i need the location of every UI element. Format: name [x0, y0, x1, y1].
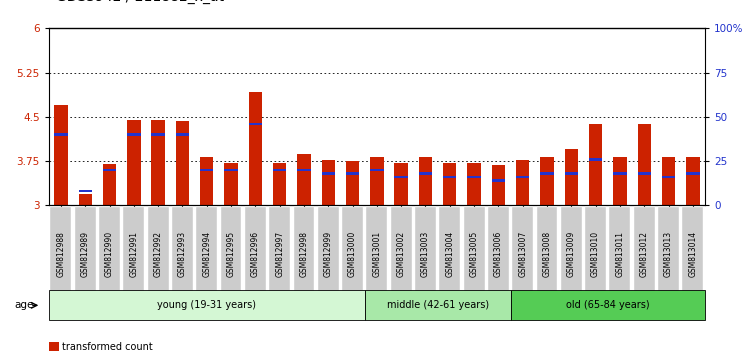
Bar [322, 160, 335, 205]
Bar [103, 169, 116, 171]
Text: GSM812998: GSM812998 [299, 231, 308, 277]
Bar [419, 157, 432, 205]
Bar [152, 133, 165, 136]
Bar [224, 169, 238, 171]
Text: GSM812988: GSM812988 [56, 231, 65, 277]
Bar [614, 157, 626, 205]
Text: GSM813003: GSM813003 [421, 231, 430, 277]
Bar [686, 172, 700, 175]
Bar [589, 158, 602, 161]
Bar [128, 133, 140, 136]
Text: GSM812999: GSM812999 [324, 231, 333, 277]
Bar [297, 154, 310, 205]
Text: young (19-31 years): young (19-31 years) [158, 300, 256, 310]
Bar [540, 172, 554, 175]
Bar [370, 169, 383, 171]
Bar [638, 124, 651, 205]
Bar [419, 172, 432, 175]
Bar [565, 172, 578, 175]
Text: GSM813005: GSM813005 [470, 231, 478, 277]
Bar [394, 163, 408, 205]
Text: GSM812997: GSM812997 [275, 231, 284, 277]
Text: GSM813008: GSM813008 [542, 231, 551, 277]
Bar [565, 149, 578, 205]
Bar [443, 163, 457, 205]
Bar [200, 157, 214, 205]
Bar [638, 172, 651, 175]
Bar [467, 176, 481, 178]
Bar [249, 122, 262, 125]
Text: GSM813012: GSM813012 [640, 231, 649, 277]
Text: GSM813013: GSM813013 [664, 231, 673, 277]
Bar [589, 124, 602, 205]
Text: GSM813007: GSM813007 [518, 231, 527, 277]
Text: GSM813006: GSM813006 [494, 231, 503, 277]
Bar [176, 133, 189, 136]
Text: GSM812991: GSM812991 [129, 231, 138, 277]
Bar [492, 179, 505, 182]
Bar [200, 169, 214, 171]
Bar [249, 92, 262, 205]
Bar [492, 165, 505, 205]
Bar [516, 160, 530, 205]
Bar [686, 157, 700, 205]
Bar [297, 169, 310, 171]
Bar [273, 163, 286, 205]
Text: middle (42-61 years): middle (42-61 years) [386, 300, 489, 310]
Bar [152, 120, 165, 205]
Text: GSM812996: GSM812996 [251, 231, 260, 277]
Text: GSM813011: GSM813011 [616, 231, 625, 277]
Text: GSM812994: GSM812994 [202, 231, 211, 277]
Text: old (65-84 years): old (65-84 years) [566, 300, 650, 310]
Bar [54, 133, 68, 136]
Bar [176, 121, 189, 205]
Text: GSM813009: GSM813009 [567, 231, 576, 277]
Bar [614, 172, 626, 175]
Text: GSM813004: GSM813004 [446, 231, 454, 277]
Text: GSM813014: GSM813014 [688, 231, 698, 277]
Text: GSM813001: GSM813001 [372, 231, 381, 277]
Text: GSM812995: GSM812995 [226, 231, 236, 277]
Bar [370, 157, 383, 205]
Bar [79, 194, 92, 205]
Text: GSM813010: GSM813010 [591, 231, 600, 277]
Text: GSM813000: GSM813000 [348, 231, 357, 277]
Text: transformed count: transformed count [62, 342, 153, 352]
Bar [54, 105, 68, 205]
Bar [662, 176, 675, 178]
Bar [128, 120, 140, 205]
Bar [346, 172, 359, 175]
Bar [273, 169, 286, 171]
Text: GSM813002: GSM813002 [397, 231, 406, 277]
Text: GDS3942 / 211882_x_at: GDS3942 / 211882_x_at [56, 0, 224, 4]
Bar [443, 176, 457, 178]
Bar [662, 157, 675, 205]
Bar [79, 190, 92, 193]
Text: age: age [14, 300, 34, 310]
Bar [346, 161, 359, 205]
Bar [540, 157, 554, 205]
Text: GSM812993: GSM812993 [178, 231, 187, 277]
Bar [467, 163, 481, 205]
Bar [224, 163, 238, 205]
Text: GSM812990: GSM812990 [105, 231, 114, 277]
Bar [516, 176, 530, 178]
Text: GSM812992: GSM812992 [154, 231, 163, 277]
Bar [394, 176, 408, 178]
Bar [322, 172, 335, 175]
Bar [103, 164, 116, 205]
Text: GSM812989: GSM812989 [81, 231, 90, 277]
